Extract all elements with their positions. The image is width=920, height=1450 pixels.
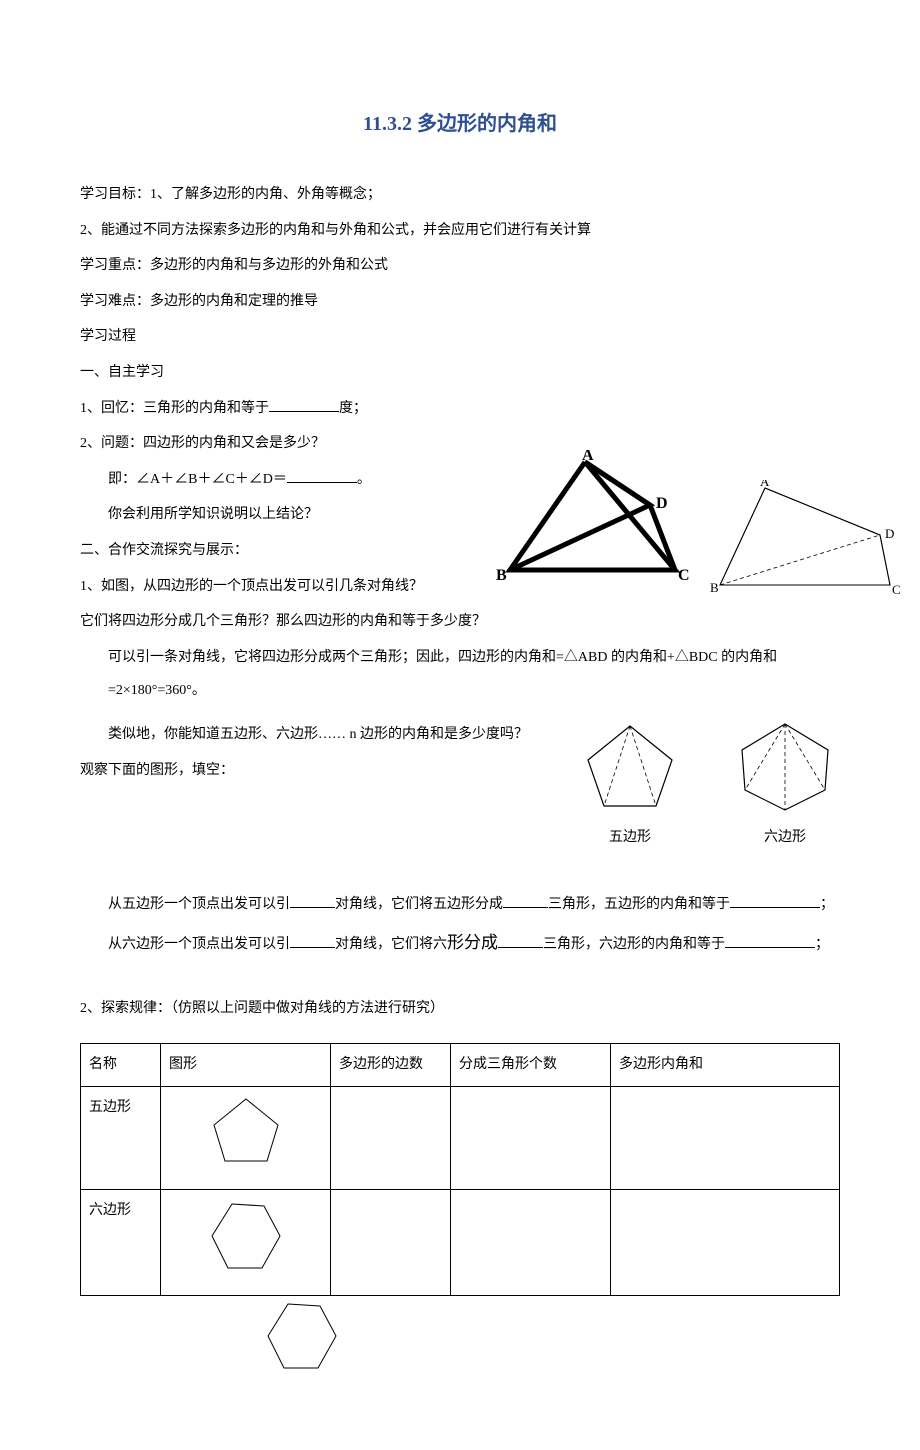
fill6-b2: 形分成	[447, 933, 498, 952]
quadrilateral-abcd-bold: A D C B	[490, 450, 700, 600]
quadrilateral-abcd-thin: A D C B	[710, 480, 900, 600]
hexagon-label: 六边形	[730, 827, 840, 848]
polygon-table: 名称 图形 多边形的边数 分成三角形个数 多边形内角和 五边形 六边形	[80, 1043, 840, 1296]
diff-line: 学习难点：多边形的内角和定理的推导	[80, 285, 840, 319]
s2-q1a: 1、如图，从四边形的一个顶点出发可以引几条对角线？ A D C B A D C …	[80, 570, 840, 604]
goals-line1: 学习目标：1、了解多边形的内角、外角等概念；	[80, 178, 840, 212]
row2-sides[interactable]	[331, 1189, 451, 1296]
s1-q1-pre: 1、回忆：三角形的内角和等于	[80, 401, 269, 416]
fill5-a: 从五边形一个顶点出发可以引	[108, 897, 290, 912]
s2-q2: 类似地，你能知道五边形、六边形…… n 边形的内角和是多少度吗？	[80, 718, 530, 752]
row2-sum[interactable]	[611, 1189, 840, 1296]
hexagon-small-icon	[204, 1196, 288, 1276]
fill6-a: 从六边形一个顶点出发可以引	[108, 937, 290, 952]
blank-input[interactable]	[269, 396, 339, 412]
th-name: 名称	[81, 1044, 161, 1087]
key-label: 学习重点：	[80, 258, 150, 273]
vertex-a-label: A	[760, 480, 770, 489]
pentagon-figure: 五边形	[580, 718, 680, 848]
th-sides: 多边形的边数	[331, 1044, 451, 1087]
row2-shape	[161, 1189, 331, 1296]
goal-1: 1、了解多边形的内角、外角等概念；	[150, 187, 381, 202]
fill6-d: ；	[815, 937, 829, 952]
s1-q1-suf: 度；	[339, 401, 367, 416]
goal-2: 2、能通过不同方法探索多边形的内角和与外角和公式，并会应用它们进行有关计算	[80, 214, 840, 248]
blank-input[interactable]	[730, 892, 820, 908]
row2-tri[interactable]	[451, 1189, 611, 1296]
blank-input[interactable]	[290, 892, 335, 908]
vertex-b-label: B	[710, 580, 719, 595]
key-text: 多边形的内角和与多边形的外角和公式	[150, 258, 388, 273]
fill6-c: 三角形，六边形的内角和等于	[543, 937, 725, 952]
vertex-d-label: D	[885, 526, 894, 541]
s2-explain: 可以引一条对角线，它将四边形分成两个三角形；因此，四边形的内角和=△ABD 的内…	[80, 641, 840, 708]
section-1-heading: 一、自主学习	[80, 356, 840, 390]
process-label: 学习过程	[80, 320, 840, 354]
row1-shape	[161, 1087, 331, 1190]
fill5-c: 三角形，五边形的内角和等于	[548, 897, 730, 912]
blank-input[interactable]	[498, 932, 543, 948]
vertex-b-label: B	[496, 567, 507, 584]
row1-name: 五边形	[81, 1087, 161, 1190]
row2-name: 六边形	[81, 1189, 161, 1296]
polygon-row: 类似地，你能知道五边形、六边形…… n 边形的内角和是多少度吗？ 观察下面的图形…	[80, 718, 840, 848]
s2-explore-header: 2、探索规律：（仿照以上问题中做对角线的方法进行研究）	[80, 992, 840, 1026]
pentagon-label: 五边形	[580, 827, 680, 848]
row1-sum[interactable]	[611, 1087, 840, 1190]
vertex-a-label: A	[582, 450, 594, 464]
diff-text: 多边形的内角和定理的推导	[150, 294, 318, 309]
th-triangles: 分成三角形个数	[451, 1044, 611, 1087]
s1-q2-eq-pre: 即：∠A＋∠B＋∠C＋∠D＝	[108, 472, 287, 487]
goals-label: 学习目标：	[80, 187, 150, 202]
blank-input[interactable]	[287, 467, 357, 483]
diff-label: 学习难点：	[80, 294, 150, 309]
fill-hexagon: 从六边形一个顶点出发可以引 对角线，它们将六形分成 三角形，六边形的内角和等于 ；	[80, 923, 840, 964]
row1-tri[interactable]	[451, 1087, 611, 1190]
fill6-b: 对角线，它们将六	[335, 937, 447, 952]
hexagon-figure: 六边形	[730, 718, 840, 848]
page-title: 11.3.2 多边形的内角和	[80, 100, 840, 148]
s2-observe: 观察下面的图形，填空：	[80, 754, 530, 788]
blank-input[interactable]	[290, 932, 335, 948]
hexagon-icon	[730, 718, 840, 813]
extra-hexagon	[80, 1296, 840, 1390]
blank-input[interactable]	[503, 892, 548, 908]
vertex-c-label: C	[678, 567, 690, 584]
row1-sides[interactable]	[331, 1087, 451, 1190]
pentagon-small-icon	[206, 1093, 286, 1169]
s2-q1b: 它们将四边形分成几个三角形？那么四边形的内角和等于多少度？	[80, 605, 840, 639]
th-anglesum: 多边形内角和	[611, 1044, 840, 1087]
figure-quadrilaterals: A D C B A D C B	[490, 450, 900, 600]
s1-q2-eq-suf: 。	[357, 472, 371, 487]
vertex-d-label: D	[656, 495, 668, 512]
blank-input[interactable]	[725, 932, 815, 948]
table-row: 六边形	[81, 1189, 840, 1296]
table-header-row: 名称 图形 多边形的边数 分成三角形个数 多边形内角和	[81, 1044, 840, 1087]
th-shape: 图形	[161, 1044, 331, 1087]
hexagon-extra-icon	[260, 1296, 344, 1376]
s1-q1: 1、回忆：三角形的内角和等于 度；	[80, 392, 840, 426]
table-row: 五边形	[81, 1087, 840, 1190]
key-line: 学习重点：多边形的内角和与多边形的外角和公式	[80, 249, 840, 283]
fill5-d: ；	[820, 897, 834, 912]
pentagon-icon	[580, 718, 680, 813]
s2-q1a-text: 1、如图，从四边形的一个顶点出发可以引几条对角线？	[80, 579, 423, 594]
fill5-b: 对角线，它们将五边形分成	[335, 897, 503, 912]
fill-pentagon: 从五边形一个顶点出发可以引 对角线，它们将五边形分成 三角形，五边形的内角和等于 ；	[80, 888, 840, 922]
vertex-c-label: C	[892, 582, 900, 597]
